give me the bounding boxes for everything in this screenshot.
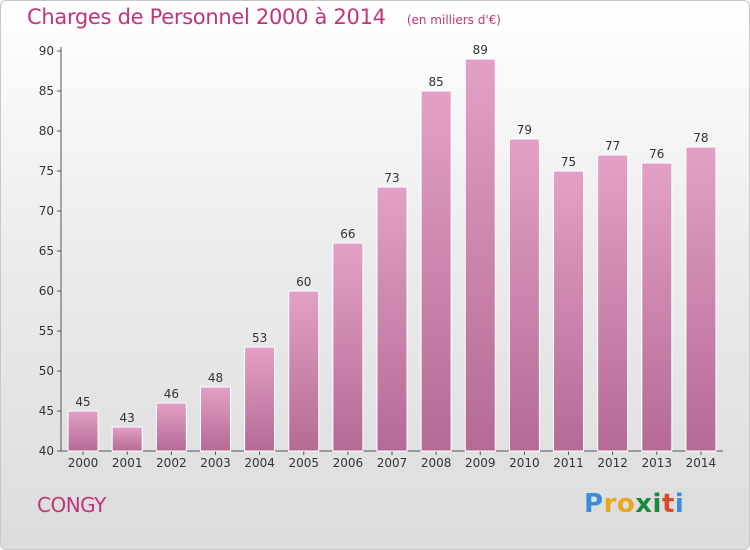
x-tick-label-2002: 2002 bbox=[156, 456, 187, 470]
title-row: Charges de Personnel 2000 à 2014 (en mil… bbox=[27, 5, 501, 29]
logo-letter: i bbox=[652, 489, 662, 519]
x-tick-label-2004: 2004 bbox=[244, 456, 275, 470]
value-label-2013: 76 bbox=[649, 147, 664, 161]
y-tick-label: 60 bbox=[39, 284, 54, 298]
value-label-2006: 66 bbox=[340, 227, 355, 241]
labels: 40 45 50 55 60 65 70 75 80 85 90 45 2000 43 2001 46 2002… bbox=[39, 43, 716, 470]
bar-2000 bbox=[67, 410, 99, 452]
x-tick-label-2012: 2012 bbox=[597, 456, 628, 470]
value-label-2000: 45 bbox=[75, 395, 90, 409]
value-label-2011: 75 bbox=[561, 155, 576, 169]
value-label-2014: 78 bbox=[693, 131, 708, 145]
x-tick-label-2011: 2011 bbox=[553, 456, 584, 470]
logo-letter: x bbox=[635, 489, 653, 519]
value-label-2005: 60 bbox=[296, 275, 311, 289]
value-label-2004: 53 bbox=[252, 331, 267, 345]
bar-2014 bbox=[685, 146, 717, 452]
x-tick-label-2000: 2000 bbox=[68, 456, 99, 470]
bar-2010 bbox=[508, 138, 540, 452]
y-tick-label: 80 bbox=[39, 124, 54, 138]
bars bbox=[67, 58, 717, 452]
y-tick-label: 55 bbox=[39, 324, 54, 338]
x-tick-label-2003: 2003 bbox=[200, 456, 231, 470]
bar-2001 bbox=[111, 426, 143, 452]
bar-2006 bbox=[332, 242, 364, 452]
bar-2012 bbox=[597, 154, 629, 452]
bar-2008 bbox=[420, 90, 452, 452]
value-label-2010: 79 bbox=[517, 123, 532, 137]
proxiti-logo[interactable]: Proxiti bbox=[584, 489, 684, 519]
logo-letter: o bbox=[616, 489, 636, 519]
bar-2005 bbox=[288, 290, 320, 452]
commune-name: CONGY bbox=[37, 493, 106, 517]
bar-2003 bbox=[199, 386, 231, 452]
x-tick-label-2007: 2007 bbox=[377, 456, 408, 470]
x-tick-label-2010: 2010 bbox=[509, 456, 540, 470]
value-label-2007: 73 bbox=[384, 171, 399, 185]
x-tick-label-2005: 2005 bbox=[288, 456, 319, 470]
x-tick-label-2008: 2008 bbox=[421, 456, 452, 470]
y-tick-label: 75 bbox=[39, 164, 54, 178]
chart-subtitle: (en milliers d'€) bbox=[406, 13, 501, 27]
value-label-2009: 89 bbox=[473, 43, 488, 57]
y-tick-label: 70 bbox=[39, 204, 54, 218]
logo-letter: r bbox=[603, 489, 617, 519]
x-tick-label-2001: 2001 bbox=[112, 456, 143, 470]
bar-2009 bbox=[464, 58, 496, 452]
y-tick-label: 45 bbox=[39, 404, 54, 418]
bar-2002 bbox=[155, 402, 187, 452]
y-tick-label: 85 bbox=[39, 84, 54, 98]
x-tick-label-2014: 2014 bbox=[686, 456, 717, 470]
chart-title: Charges de Personnel 2000 à 2014 bbox=[27, 5, 386, 29]
y-tick-label: 50 bbox=[39, 364, 54, 378]
bar-2004 bbox=[244, 346, 276, 452]
y-tick-label: 40 bbox=[39, 444, 54, 458]
x-tick-label-2006: 2006 bbox=[333, 456, 364, 470]
value-label-2003: 48 bbox=[208, 371, 223, 385]
y-tick-label: 90 bbox=[39, 44, 54, 58]
bar-2007 bbox=[376, 186, 408, 452]
bar-2011 bbox=[553, 170, 585, 452]
value-label-2001: 43 bbox=[120, 411, 135, 425]
value-label-2012: 77 bbox=[605, 139, 620, 153]
x-tick-label-2009: 2009 bbox=[465, 456, 496, 470]
bar-2013 bbox=[641, 162, 673, 452]
logo-letter: P bbox=[584, 489, 604, 519]
logo-letter: i bbox=[674, 489, 685, 519]
logo-letter: t bbox=[661, 489, 675, 519]
x-tick-label-2013: 2013 bbox=[642, 456, 673, 470]
y-tick-label: 65 bbox=[39, 244, 54, 258]
value-label-2008: 85 bbox=[428, 75, 443, 89]
value-label-2002: 46 bbox=[164, 387, 179, 401]
